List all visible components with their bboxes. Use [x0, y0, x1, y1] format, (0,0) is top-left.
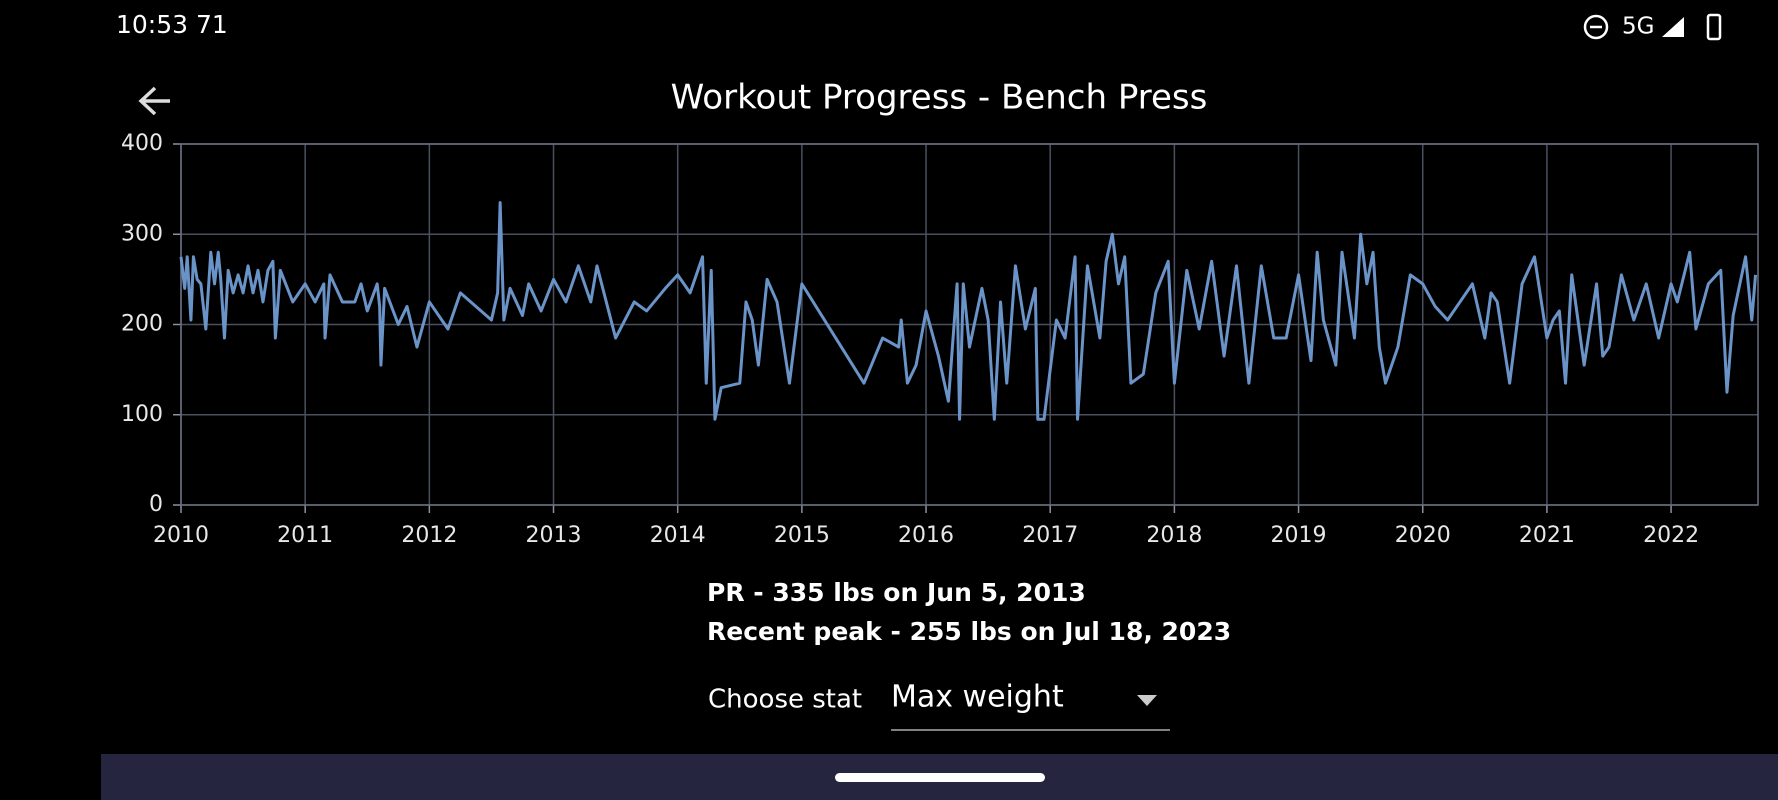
- x-tick-label: 2021: [1519, 523, 1575, 548]
- selector-label: Choose stat: [708, 685, 862, 715]
- x-tick-label: 2016: [898, 523, 954, 548]
- x-tick-label: 2019: [1271, 523, 1327, 548]
- x-tick-label: 2012: [401, 523, 457, 548]
- plot-frame: [180, 143, 1759, 506]
- stat-dropdown[interactable]: Max weight: [891, 680, 1170, 731]
- y-tick-label: 400: [121, 131, 163, 156]
- x-tick-label: 2018: [1146, 523, 1202, 548]
- back-button[interactable]: [138, 86, 170, 116]
- pr-text: PR - 335 lbs on Jun 5, 2013: [707, 578, 1086, 607]
- chart: 0 100 200 300 400 2010 2011 2012 2013 2014 2015 201…: [121, 131, 1759, 548]
- status-icons: [1583, 13, 1722, 41]
- x-tick-label: 2013: [526, 523, 582, 548]
- y-tick-label: 0: [149, 492, 163, 517]
- data-line: [179, 201, 1758, 421]
- x-tick-label: 2017: [1022, 523, 1078, 548]
- x-tick-label: 2020: [1395, 523, 1451, 548]
- status-notification: 71: [196, 10, 228, 39]
- home-handle[interactable]: [835, 773, 1045, 782]
- x-tick-label: 2011: [277, 523, 333, 548]
- y-tick-label: 200: [121, 312, 163, 337]
- dropdown-value[interactable]: Max weight: [891, 680, 1064, 715]
- status-time: 10:53: [116, 10, 188, 39]
- x-tick-label: 2010: [153, 523, 209, 548]
- app-title: Workout Progress - Bench Press: [671, 78, 1208, 118]
- y-tick-label: 300: [121, 221, 163, 246]
- x-tick-label: 2015: [774, 523, 830, 548]
- x-tick-label: 2014: [650, 523, 706, 548]
- y-tick-label: 100: [121, 402, 163, 427]
- x-tick-label: 2022: [1643, 523, 1699, 548]
- status-network: 5G: [1622, 14, 1654, 40]
- recent-peak-text: Recent peak - 255 lbs on Jul 18, 2023: [707, 617, 1231, 646]
- dropdown-arrow[interactable]: [1137, 695, 1157, 706]
